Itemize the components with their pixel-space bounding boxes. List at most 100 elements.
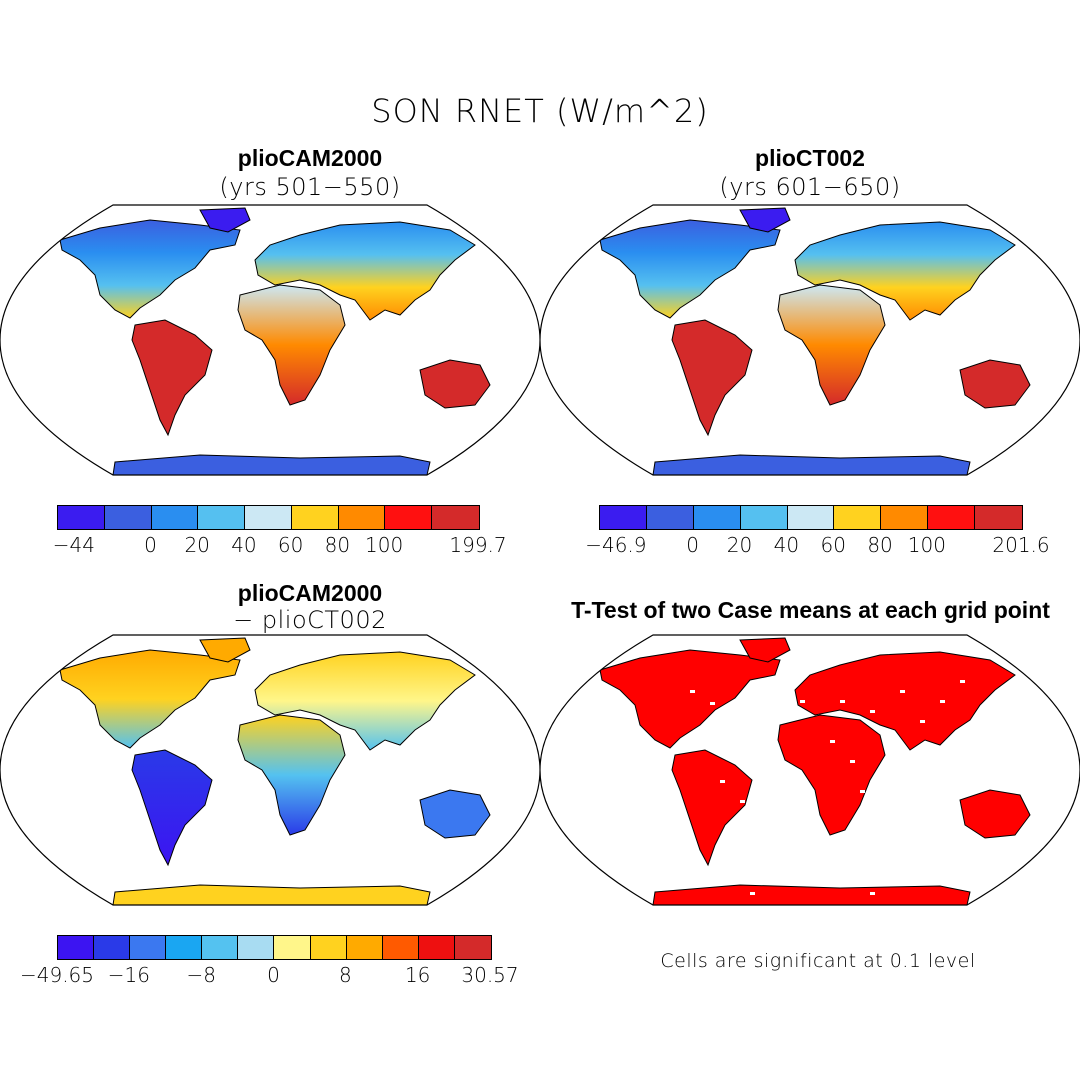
nonsignificant-cell — [850, 760, 855, 763]
colorbar-tick-label: 0 — [686, 533, 700, 557]
colorbar-tick-label: 8 — [339, 963, 352, 987]
significance-note: Cells are significant at 0.1 level — [660, 950, 976, 972]
nonsignificant-cell — [860, 790, 865, 793]
landmass-africa — [777, 714, 886, 836]
colorbar-tick-label: 80 — [867, 533, 893, 557]
nonsignificant-cell — [940, 700, 945, 703]
colorbar-bottom-left — [57, 935, 492, 960]
colorbar-tick-label: 60 — [820, 533, 846, 557]
colorbar-tick-label: −49.65 — [19, 963, 95, 987]
map-bottom-right — [540, 634, 1080, 906]
landmass-samerica — [131, 749, 213, 867]
landmass-greenland — [199, 637, 251, 663]
colorbar-swatch — [151, 506, 199, 529]
colorbar-swatch — [928, 506, 975, 529]
colorbar-tick-label: 0 — [267, 963, 280, 987]
panel-subtitle-top-left: (yrs 501−550) — [219, 173, 401, 201]
map-frame — [540, 204, 1080, 476]
nonsignificant-cell — [920, 720, 925, 723]
map-frame — [0, 634, 540, 906]
panel-subtitle-bottom-left: − plioCT002 — [233, 606, 387, 634]
landmass-namerica — [59, 649, 241, 749]
nonsignificant-cell — [900, 690, 905, 693]
colorbar-tick-label: 201.6 — [992, 533, 1050, 557]
landmass-eurasia — [794, 221, 1016, 321]
nonsignificant-cell — [870, 710, 875, 713]
colorbar-tick-label: 16 — [404, 963, 431, 987]
landmass-africa — [777, 284, 886, 406]
colorbar-swatch — [418, 936, 455, 959]
colorbar-tick-label: 20 — [184, 533, 210, 557]
colorbar-swatch — [382, 936, 419, 959]
landmass-eurasia — [794, 651, 1016, 751]
colorbar-tick-label: −46.9 — [585, 533, 647, 557]
colorbar-tick-label: 20 — [726, 533, 753, 557]
map-frame — [540, 634, 1080, 906]
map-top-right — [540, 204, 1080, 476]
colorbar-swatch — [291, 506, 339, 529]
colorbar-tick-label: 0 — [144, 533, 157, 557]
colorbar-swatch — [693, 506, 741, 529]
landmass-australia — [959, 789, 1031, 839]
colorbar-tick-label: 100 — [365, 533, 404, 557]
landmass-samerica — [131, 319, 213, 437]
colorbar-swatch — [740, 506, 788, 529]
colorbar-swatch — [432, 506, 479, 529]
colorbar-swatch — [346, 936, 383, 959]
landmass-samerica — [671, 319, 753, 437]
colorbar-top-left — [57, 505, 480, 530]
colorbar-swatch — [787, 506, 835, 529]
colorbar-swatch — [130, 936, 167, 959]
map-top-left — [0, 204, 540, 476]
colorbar-tick-label: 30.57 — [461, 963, 519, 987]
landmass-antarctica — [652, 454, 971, 475]
colorbar-swatch — [274, 936, 311, 959]
nonsignificant-cell — [840, 700, 845, 703]
colorbar-swatch — [58, 506, 105, 529]
nonsignificant-cell — [800, 700, 805, 703]
colorbar-swatch — [834, 506, 882, 529]
landmass-antarctica — [112, 884, 431, 905]
colorbar-tick-label: 199.7 — [449, 533, 507, 557]
colorbar-tick-label: −44 — [52, 533, 95, 557]
nonsignificant-cell — [870, 892, 875, 895]
landmass-greenland — [739, 207, 791, 233]
colorbar-swatch — [94, 936, 131, 959]
map-bottom-left — [0, 634, 540, 906]
colorbar-ticks-bottom-left: −49.65 −16 −8 0 8 16 30.57 — [20, 963, 519, 987]
colorbar-swatch — [166, 936, 203, 959]
colorbar-tick-label: 100 — [907, 533, 946, 557]
landmass-samerica — [671, 749, 753, 867]
landmass-africa — [237, 284, 346, 406]
colorbar-swatch — [104, 506, 152, 529]
colorbar-swatch — [646, 506, 694, 529]
map-frame — [0, 204, 540, 476]
landmass-namerica — [599, 649, 781, 749]
panel-title-bottom-left: plioCAM2000 — [237, 580, 383, 606]
colorbar-swatch — [310, 936, 347, 959]
panel-subtitle-top-right: (yrs 601−650) — [719, 173, 901, 201]
panel-title-top-right: plioCT002 — [755, 145, 865, 171]
colorbar-tick-label: −8 — [186, 963, 216, 987]
landmass-africa — [237, 714, 346, 836]
landmass-eurasia — [254, 221, 476, 321]
nonsignificant-cell — [720, 780, 725, 783]
colorbar-swatch — [58, 936, 95, 959]
colorbar-swatch — [454, 936, 491, 959]
colorbar-tick-label: 40 — [773, 533, 800, 557]
landmass-namerica — [59, 219, 241, 319]
landmass-australia — [419, 359, 491, 409]
colorbar-tick-label: 80 — [324, 533, 351, 557]
nonsignificant-cell — [960, 680, 965, 683]
figure-title: SON RNET (W/m^2) — [371, 92, 709, 130]
nonsignificant-cell — [730, 730, 735, 733]
landmass-antarctica — [652, 884, 971, 905]
landmass-australia — [959, 359, 1031, 409]
nonsignificant-cell — [740, 800, 745, 803]
colorbar-tick-label: 60 — [277, 533, 304, 557]
landmass-greenland — [199, 207, 251, 233]
colorbar-swatch — [881, 506, 929, 529]
landmass-australia — [419, 789, 491, 839]
colorbar-swatch — [600, 506, 647, 529]
colorbar-swatch — [238, 936, 275, 959]
